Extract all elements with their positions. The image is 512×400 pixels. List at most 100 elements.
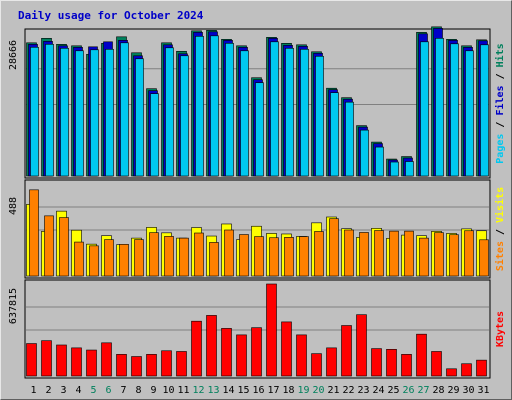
panel-hits-max-label: 28666 — [8, 40, 19, 70]
series-pages — [30, 35, 489, 177]
x-tick-label-day-26: 26 — [402, 385, 414, 396]
x-tick-label-day-15: 15 — [237, 385, 249, 396]
bar-pages-day-27 — [420, 41, 429, 177]
bar-pages-day-13 — [210, 35, 219, 177]
series-kbytes — [26, 283, 487, 377]
panel-visits: 488 Sites / Visits — [8, 179, 506, 279]
panel-visits-axis-label: Sites / Visits — [494, 187, 506, 271]
bar-pages-day-18 — [285, 47, 294, 177]
bar-pages-day-6 — [105, 48, 114, 177]
x-tick-label-day-22: 22 — [342, 385, 354, 396]
bar-sites-day-5 — [89, 245, 99, 277]
panel-kbytes-axis-label: KBytes — [495, 311, 506, 347]
bar-pages-day-14 — [225, 43, 234, 177]
x-tick-label-day-3: 3 — [60, 385, 66, 396]
bar-sites-day-13 — [209, 242, 219, 277]
bar-kbytes-day-15 — [236, 334, 247, 377]
bar-kbytes-day-13 — [206, 315, 217, 377]
bar-sites-day-23 — [359, 232, 369, 277]
panel-hits-axis-label: Pages / Files / Hits — [494, 43, 506, 163]
bar-pages-day-28 — [435, 38, 444, 177]
bar-sites-day-6 — [104, 239, 114, 277]
series-sites — [29, 189, 489, 277]
bar-kbytes-day-20 — [311, 353, 322, 377]
bar-kbytes-day-31 — [476, 359, 487, 377]
bar-sites-day-30 — [464, 230, 474, 277]
bar-pages-day-30 — [465, 50, 474, 177]
bar-sites-day-14 — [224, 229, 234, 277]
x-tick-label-day-1: 1 — [30, 385, 36, 396]
bar-pages-day-3 — [60, 47, 69, 177]
x-tick-label-day-7: 7 — [120, 385, 126, 396]
bar-pages-day-1 — [30, 46, 39, 177]
x-tick-label-day-2: 2 — [45, 385, 51, 396]
bar-pages-day-19 — [300, 48, 309, 177]
x-axis-labels: 1 2 3 4 5 6 7 8 9 10 11 12 13 14 15 16 17 18 19 20 21 22 23 24 2… — [30, 385, 489, 396]
x-tick-label-day-18: 18 — [282, 385, 294, 396]
bar-kbytes-day-7 — [116, 354, 127, 377]
bar-pages-day-9 — [150, 93, 159, 177]
x-tick-label-day-8: 8 — [135, 385, 141, 396]
bar-sites-day-26 — [404, 230, 414, 277]
bar-kbytes-day-18 — [281, 321, 292, 377]
bar-sites-day-22 — [344, 229, 354, 277]
bar-pages-day-29 — [450, 43, 459, 177]
bar-sites-day-12 — [194, 232, 204, 277]
bar-pages-day-7 — [120, 42, 129, 177]
bar-pages-day-23 — [360, 129, 369, 177]
bar-kbytes-day-27 — [416, 333, 427, 377]
bar-pages-day-10 — [165, 47, 174, 177]
bar-sites-day-21 — [329, 218, 339, 277]
panel-hits-axis-label-part: Hits — [494, 43, 506, 67]
bar-kbytes-day-12 — [191, 320, 202, 377]
x-tick-label-day-17: 17 — [267, 385, 279, 396]
panel-kbytes-axis-label-part: KBytes — [495, 311, 506, 347]
panel-hits-axis-label-part: Files — [494, 85, 506, 115]
bar-sites-day-8 — [134, 239, 144, 277]
bar-sites-day-11 — [179, 237, 189, 277]
bar-kbytes-day-9 — [146, 354, 157, 377]
bar-kbytes-day-8 — [131, 356, 142, 377]
bar-pages-day-20 — [315, 55, 324, 177]
bar-kbytes-day-25 — [386, 349, 397, 377]
bar-sites-day-28 — [434, 232, 444, 277]
panel-visits-axis-label-part: / — [495, 223, 506, 241]
bar-kbytes-day-6 — [101, 342, 112, 377]
bar-sites-day-17 — [269, 237, 279, 277]
bar-sites-day-2 — [44, 215, 54, 277]
x-tick-label-day-25: 25 — [387, 385, 399, 396]
x-tick-label-day-24: 24 — [372, 385, 384, 396]
bar-kbytes-day-29 — [446, 368, 457, 377]
bar-kbytes-day-19 — [296, 334, 307, 377]
bar-pages-day-22 — [345, 101, 354, 177]
x-tick-label-day-13: 13 — [207, 385, 219, 396]
x-tick-label-day-20: 20 — [312, 385, 324, 396]
panel-hits: 28666 Pages / Files / Hits — [8, 26, 506, 179]
bar-kbytes-day-10 — [161, 350, 172, 377]
panel-visits-axis-label-part: Sites — [494, 241, 506, 271]
bar-kbytes-day-3 — [56, 344, 67, 377]
bar-kbytes-day-23 — [356, 314, 367, 377]
x-tick-label-day-11: 11 — [177, 385, 189, 396]
x-tick-label-day-29: 29 — [447, 385, 459, 396]
bar-sites-day-3 — [59, 217, 69, 277]
bar-sites-day-31 — [479, 239, 489, 277]
bar-sites-day-16 — [254, 236, 264, 277]
bar-kbytes-day-30 — [461, 363, 472, 377]
bar-kbytes-day-17 — [266, 283, 277, 377]
bar-sites-day-7 — [119, 244, 129, 277]
x-tick-label-day-6: 6 — [105, 385, 111, 396]
bar-pages-day-25 — [390, 161, 399, 177]
bar-sites-day-25 — [389, 230, 399, 277]
bar-kbytes-day-1 — [26, 343, 37, 377]
panel-visits-max-label: 488 — [8, 197, 19, 215]
chart-title: Daily usage for October 2024 — [18, 9, 204, 22]
bar-kbytes-day-2 — [41, 340, 52, 377]
bar-sites-day-27 — [419, 237, 429, 277]
bar-pages-day-15 — [240, 50, 249, 177]
bar-kbytes-day-14 — [221, 328, 232, 377]
x-tick-label-day-28: 28 — [432, 385, 444, 396]
bar-sites-day-19 — [299, 236, 309, 277]
bar-kbytes-day-26 — [401, 354, 412, 377]
